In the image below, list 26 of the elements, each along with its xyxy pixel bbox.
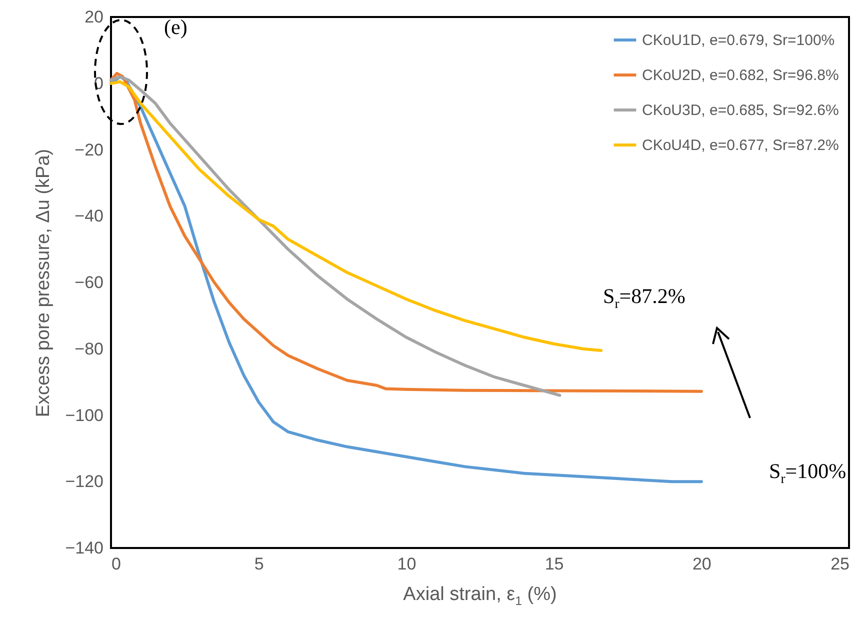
x-tick-label: 20 — [692, 554, 712, 574]
legend-label: CKoU1D, e=0.679, Sr=100% — [642, 32, 835, 49]
y-tick-label: −100 — [65, 406, 104, 425]
y-tick-label: −120 — [65, 472, 104, 492]
annotation: S$_{r}$=100% — [769, 459, 846, 488]
y-axis-title: Excess pore pressure, Δu (kPa) — [33, 148, 54, 418]
annotation: (e) — [164, 15, 188, 40]
line-series — [110, 75, 562, 397]
x-axis-title: Axial strain, ε$_{1}$ (%) — [402, 584, 558, 608]
y-tick-label: 20 — [84, 8, 104, 26]
y-tick-label: −140 — [65, 538, 104, 558]
x-tick-label: 0 — [112, 554, 121, 574]
x-tick-label: 25 — [830, 554, 850, 574]
legend-label: CKoU4D, e=0.677, Sr=87.2% — [642, 137, 839, 154]
annotation: S$_{r}$=87.2% — [603, 284, 686, 312]
y-tick-label: −80 — [74, 339, 104, 358]
x-tick-label: 15 — [544, 554, 564, 574]
legend-label: CKoU2D, e=0.682, Sr=96.8% — [642, 67, 839, 84]
line-series — [110, 80, 603, 352]
y-tick-label: −40 — [74, 206, 104, 226]
y-tick-label: −20 — [74, 140, 104, 160]
legend-label: CKoU3D, e=0.685, Sr=92.6% — [642, 102, 839, 119]
line-series — [110, 72, 703, 393]
x-tick-label: 10 — [397, 554, 416, 574]
y-tick-label: −60 — [74, 273, 104, 292]
x-tick-label: 5 — [254, 554, 264, 574]
